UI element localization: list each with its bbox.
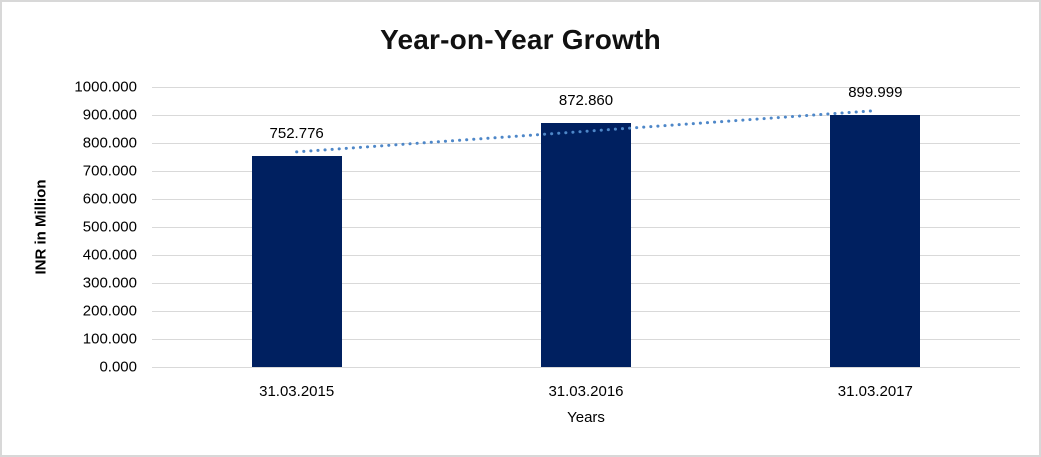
bar-value-label: 872.860 — [558, 91, 614, 109]
trendline — [295, 109, 877, 154]
bar — [251, 156, 342, 367]
bar-value-label: 899.999 — [848, 84, 903, 102]
plot-area: 752.776 872.860 899.999 — [152, 84, 1020, 368]
x-tick-label: 31.03.2015 — [259, 383, 335, 400]
y-tick-label: 300.000 — [82, 274, 137, 292]
y-tick-label: 0.000 — [99, 358, 137, 376]
y-tick-label: 400.000 — [82, 246, 137, 264]
y-tick-label: 200.000 — [82, 302, 137, 320]
gridline — [152, 87, 1020, 88]
x-axis-line — [152, 367, 1020, 368]
y-tick-label: 800.000 — [82, 134, 137, 152]
x-axis-title: Years — [567, 409, 605, 426]
y-tick-label: 600.000 — [82, 190, 137, 208]
y-tick-label: 1000.000 — [74, 78, 137, 96]
bar — [830, 115, 921, 367]
y-tick-label: 500.000 — [82, 218, 137, 236]
chart-title: Year-on-Year Growth — [380, 24, 661, 55]
bar — [541, 122, 631, 367]
y-tick-label: 700.000 — [82, 162, 137, 180]
x-tick-label: 31.03.2016 — [548, 383, 624, 400]
y-tick-label: 900.000 — [82, 106, 137, 124]
y-tick-label: 100.000 — [82, 330, 137, 348]
gridline — [152, 115, 1020, 116]
bar-value-label: 752.776 — [269, 125, 324, 143]
x-tick-label: 31.03.2017 — [837, 383, 913, 400]
